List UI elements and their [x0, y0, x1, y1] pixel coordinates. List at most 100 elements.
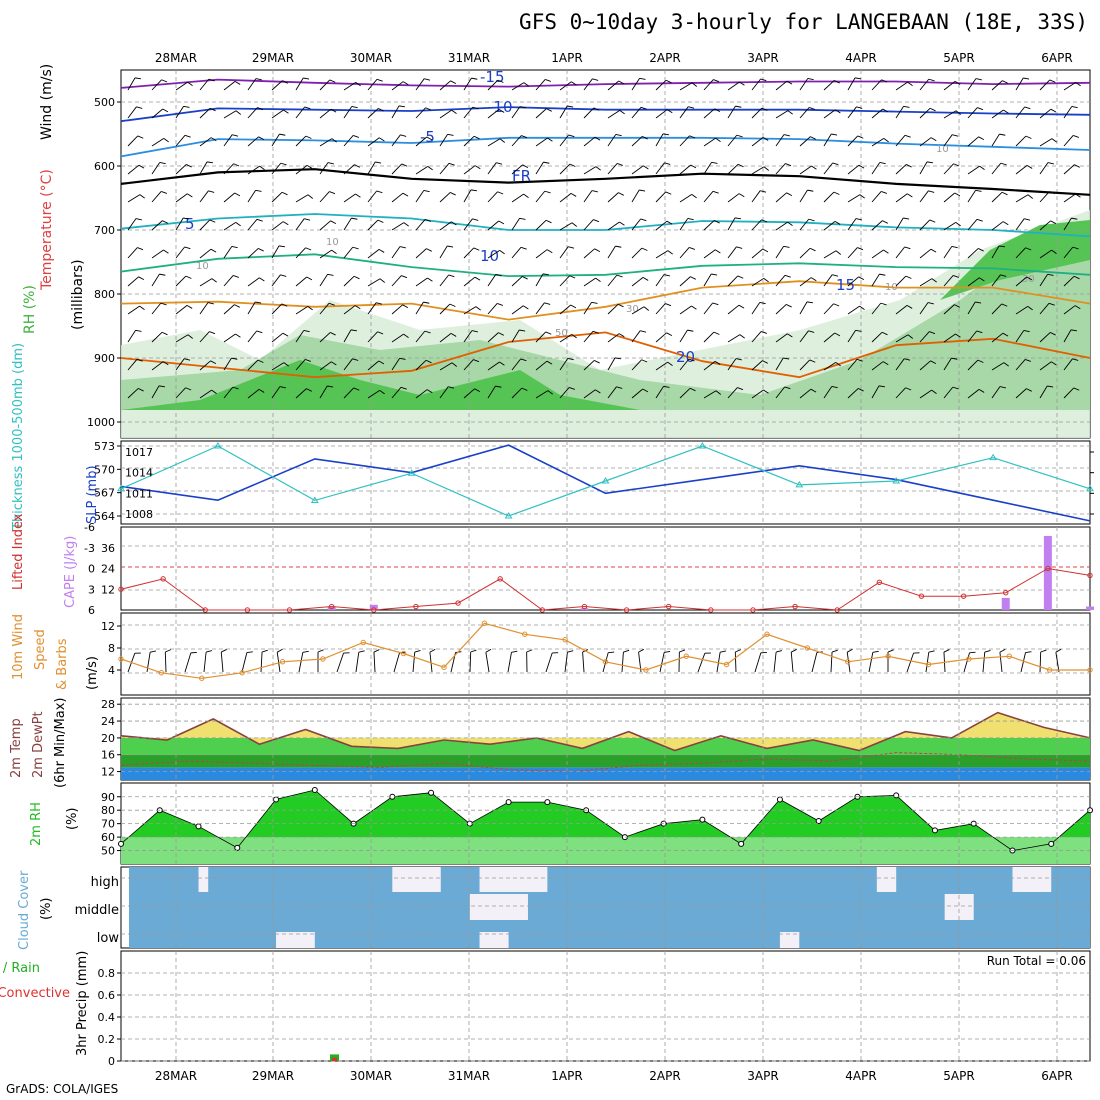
wind-barb-1-2	[175, 105, 190, 119]
wind-barb-7-18	[559, 275, 576, 287]
bottom-date-label-7: 4APR	[845, 1069, 876, 1083]
slp-tick-label-2: 1014	[125, 467, 153, 480]
wind-barb-6-27	[775, 245, 790, 259]
wind-barb-1-25	[727, 105, 742, 119]
cape-tick-label-2: 36	[101, 542, 115, 555]
li-tick-label-4: -6	[84, 521, 95, 534]
slp-tick-label-0: 1008	[125, 508, 153, 521]
wind-barb-9-8	[319, 332, 336, 343]
wind-barb-2-37	[1015, 135, 1032, 147]
wind-barb-0-35	[967, 78, 982, 91]
wind-barb-4-34	[943, 192, 961, 203]
wind-barb-2-20	[607, 133, 622, 147]
cape-tick-label-1: 24	[101, 563, 115, 576]
thickness-tick-label-3: 573	[94, 440, 115, 453]
temp-band-cool	[121, 754, 1090, 768]
wind-barb-8-12	[415, 301, 430, 315]
rh2m-marker-4	[273, 796, 280, 803]
thickness-marker-4	[504, 512, 513, 519]
wind-barb-6-10	[367, 248, 385, 259]
cloud-clear-0-2	[479, 867, 548, 892]
wind-barb-9-13	[439, 332, 457, 343]
wind-barb-5-32	[895, 217, 910, 231]
wind-barb-4-22	[655, 191, 672, 203]
li-marker-21	[1003, 590, 1009, 596]
run-total-label: Run Total = 0.06	[987, 954, 1086, 968]
wind-barb-3-21	[631, 165, 649, 175]
wind-barb-8-14	[463, 306, 481, 315]
wind-barb-10-13	[439, 362, 458, 371]
wind-barb-3-24	[703, 161, 718, 175]
wind-barb-1-4	[223, 110, 242, 119]
wind-barb-1-0	[127, 106, 143, 119]
wind-barb-10-11	[391, 357, 406, 371]
wind-barb-0-17	[535, 79, 551, 91]
wind-barb-8-1	[151, 302, 167, 315]
wind-barb-10-31	[871, 361, 889, 371]
wind-barb-0-0	[127, 77, 141, 91]
wind-barb-1-13	[439, 109, 457, 119]
wind-barb-0-34	[943, 80, 961, 91]
wind-barb-0-7	[295, 77, 310, 91]
wind-barb-4-25	[727, 193, 745, 203]
cloud-clear-2-2	[779, 932, 800, 948]
wind-barb-1-30	[847, 106, 863, 119]
wind-barb-6-4	[223, 245, 238, 259]
wind-barb-0-18	[559, 81, 577, 91]
wind-barb-10-9	[343, 358, 359, 371]
wind-barb-2-25	[727, 134, 743, 147]
cape-bar-23	[1086, 606, 1094, 610]
wind-barb-11-4	[223, 386, 239, 399]
contour-label-13: 10	[885, 282, 898, 293]
wind-barb-11-5	[247, 388, 265, 399]
surface-barb-5	[220, 649, 227, 673]
contour-label-7: 20	[676, 348, 695, 366]
rh2m-marker-15	[699, 816, 706, 823]
bottom-date-label-6: 3APR	[747, 1069, 778, 1083]
wind-barb-7-21	[631, 276, 649, 287]
wind-barb-7-29	[823, 274, 839, 287]
thickness-marker-7	[795, 480, 804, 488]
wind-barb-10-25	[727, 358, 742, 371]
wind-barb-11-12	[415, 389, 433, 399]
precip-panel	[120, 950, 1091, 1062]
thickness-tick-label-0: 564	[94, 510, 115, 523]
wind-barb-0-37	[1015, 77, 1030, 91]
top-date-label-1: 29MAR	[252, 51, 294, 65]
wind-barb-1-6	[271, 109, 289, 119]
cloud-clear-0-3	[876, 867, 897, 892]
contour-label-11: 30	[626, 304, 639, 315]
wind-barb-4-18	[559, 192, 577, 203]
wind-barb-3-12	[415, 165, 433, 175]
surface-barb-39	[868, 650, 879, 673]
wind-barb-11-18	[559, 387, 575, 399]
surface-barb-41	[906, 652, 920, 673]
rh2m-marker-2	[195, 823, 202, 830]
bottom-date-label-4: 1APR	[551, 1069, 582, 1083]
wind-barb-4-21	[631, 189, 646, 203]
wind-barb-4-27	[775, 192, 793, 203]
surface-barb-7	[260, 649, 268, 673]
wind-barb-8-16	[511, 305, 529, 315]
wind-barb-9-28	[799, 330, 815, 343]
wind-barb-2-3	[199, 137, 217, 147]
wind-barb-1-7	[295, 106, 311, 119]
surface-barb-45	[982, 649, 991, 673]
wind-barb-9-29	[823, 332, 841, 343]
rh-shade-1	[121, 240, 1090, 410]
li-marker-16	[792, 603, 798, 610]
wind-barb-10-0	[127, 358, 143, 371]
wind-barb-9-4	[223, 333, 241, 343]
wind-barb-11-39	[1063, 387, 1080, 399]
wind-barb-11-38	[1039, 385, 1054, 399]
wind-barb-7-35	[967, 277, 985, 287]
isotherm--15	[120, 78, 1091, 89]
wind-barb-6-0	[127, 247, 144, 259]
wind-barb-2-11	[391, 134, 407, 147]
wind-barb-8-22	[655, 303, 672, 315]
precip-tick-label-1: 0.2	[98, 1033, 116, 1046]
wind-barb-0-39	[1063, 81, 1081, 91]
wind-barb-11-8	[319, 385, 334, 399]
pressure-tick-label-1: 600	[94, 160, 115, 173]
wind-barb-6-16	[511, 246, 527, 259]
